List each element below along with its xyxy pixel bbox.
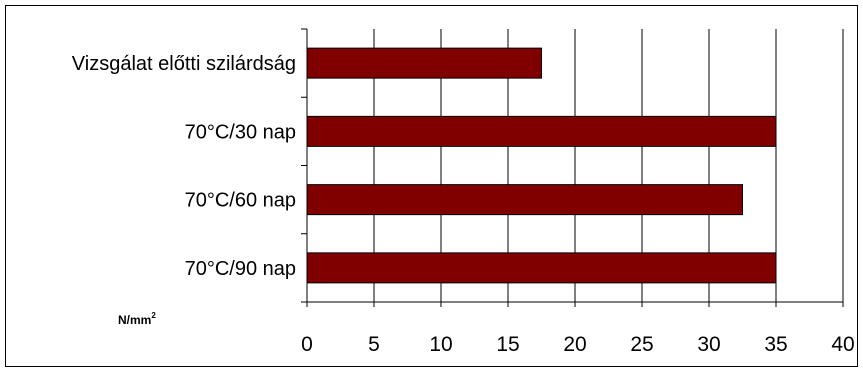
unit-label-superscript: 2 (151, 311, 156, 320)
x-tick-label-35: 35 (764, 333, 787, 356)
axes (301, 28, 844, 307)
x-tick-label-25: 25 (630, 333, 653, 356)
category-label-1: Vizsgálat előtti szilárdság (72, 53, 296, 75)
x-tick-label-30: 30 (697, 333, 720, 356)
x-tick-label-15: 15 (496, 333, 519, 356)
bar-4 (306, 252, 777, 284)
unit-label: N/mm2 (118, 311, 156, 327)
bar-3 (306, 184, 743, 216)
x-tick-label-0: 0 (301, 333, 313, 356)
bar-2 (306, 115, 777, 147)
x-tick-label-10: 10 (429, 333, 452, 356)
bars (306, 47, 777, 284)
x-tick-label-40: 40 (831, 333, 854, 356)
category-label-4: 70°C/90 nap (185, 258, 296, 280)
x-tick-label-20: 20 (563, 333, 586, 356)
bar-1 (306, 47, 542, 79)
category-label-3: 70°C/60 nap (185, 190, 296, 212)
labels: 0 5 10 15 20 25 30 35 40 Vizsgálat előtti szilárd… (72, 53, 855, 356)
unit-label-base: N/mm (118, 313, 151, 327)
category-label-2: 70°C/30 nap (185, 121, 296, 143)
x-tick-label-5: 5 (368, 333, 380, 356)
